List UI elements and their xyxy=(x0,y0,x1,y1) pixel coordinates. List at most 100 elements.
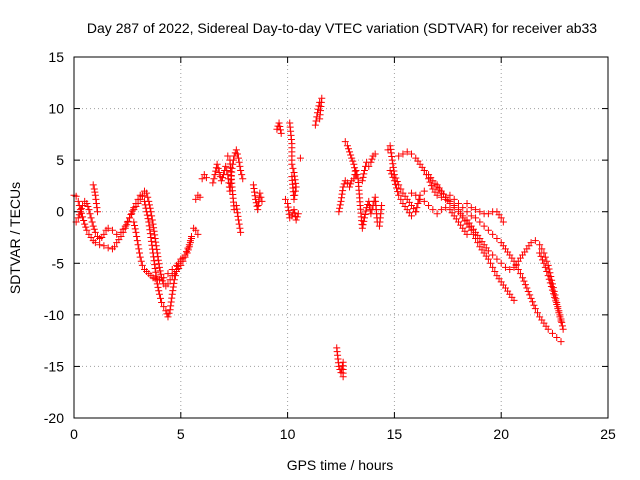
data-point xyxy=(548,329,556,337)
data-point xyxy=(433,210,441,218)
y-tick-label: 5 xyxy=(56,152,64,168)
data-point xyxy=(348,154,356,162)
data-point xyxy=(136,195,144,203)
data-point xyxy=(148,212,156,220)
data-point xyxy=(147,208,155,216)
data-point xyxy=(284,199,292,207)
data-point xyxy=(89,181,97,189)
data-point xyxy=(147,237,155,245)
data-point xyxy=(239,175,247,183)
x-tick-labels: 0 5 10 15 20 25 xyxy=(70,426,616,442)
data-point xyxy=(75,211,83,219)
data-point xyxy=(335,208,343,216)
data-point xyxy=(91,191,99,199)
data-point xyxy=(497,214,505,222)
data-point xyxy=(215,169,223,177)
y-tick-labels: -20 -15 -10 -5 0 5 10 15 xyxy=(44,49,64,426)
data-point xyxy=(293,213,301,221)
data-point xyxy=(527,239,535,247)
data-point xyxy=(537,252,545,260)
data-point xyxy=(222,162,230,170)
data-point xyxy=(521,281,529,289)
data-point xyxy=(472,206,480,214)
x-tick-label: 5 xyxy=(177,426,185,442)
data-point xyxy=(89,222,97,230)
data-point xyxy=(82,223,90,231)
data-point xyxy=(543,268,551,276)
data-point xyxy=(233,150,241,158)
data-point xyxy=(91,188,99,196)
data-point xyxy=(493,255,501,263)
data-point xyxy=(154,283,162,291)
data-point xyxy=(340,180,348,188)
data-point xyxy=(100,242,108,250)
data-point xyxy=(93,204,101,212)
data-point xyxy=(484,226,492,234)
data-point xyxy=(150,224,158,232)
data-point xyxy=(145,197,153,205)
data-point xyxy=(133,237,141,245)
data-point xyxy=(233,209,241,217)
y-tick-label: -15 xyxy=(44,358,64,374)
data-point xyxy=(74,197,82,205)
data-point xyxy=(164,313,172,321)
data-point xyxy=(343,179,351,187)
x-tick-label: 10 xyxy=(280,426,296,442)
data-point xyxy=(253,202,261,210)
grid xyxy=(74,57,608,418)
data-point xyxy=(79,202,87,210)
data-point xyxy=(124,217,132,225)
data-point xyxy=(536,249,544,257)
data-point xyxy=(467,212,475,220)
data-point xyxy=(155,290,163,298)
data-point xyxy=(285,207,293,215)
data-point xyxy=(92,199,100,207)
data-point xyxy=(359,221,367,229)
data-point xyxy=(291,209,299,217)
data-point xyxy=(121,222,129,230)
data-point xyxy=(257,193,265,201)
data-point xyxy=(389,173,397,181)
data-point xyxy=(254,202,262,210)
data-point xyxy=(123,218,131,226)
data-point xyxy=(450,195,458,203)
data-point xyxy=(198,175,206,183)
data-point xyxy=(145,201,153,209)
data-point xyxy=(541,263,549,271)
data-point xyxy=(136,249,144,257)
x-tick-label: 25 xyxy=(600,426,616,442)
data-point xyxy=(403,148,411,156)
data-point xyxy=(358,224,366,232)
y-tick-label: -20 xyxy=(44,410,64,426)
data-point xyxy=(548,286,556,294)
data-point xyxy=(131,221,139,229)
data-point xyxy=(365,162,373,170)
data-point xyxy=(133,232,141,240)
data-point xyxy=(151,261,159,269)
data-point xyxy=(85,206,93,214)
data-point xyxy=(362,207,370,215)
data-point xyxy=(147,234,155,241)
data-point xyxy=(96,241,104,249)
data-point xyxy=(134,241,142,249)
data-point xyxy=(407,150,415,158)
x-tick-label: 15 xyxy=(387,426,403,442)
data-point xyxy=(234,216,242,224)
data-point xyxy=(339,373,347,381)
data-point xyxy=(130,218,138,226)
data-point xyxy=(413,204,421,212)
data-point xyxy=(159,277,167,285)
data-point xyxy=(336,204,344,212)
data-point xyxy=(113,230,121,238)
data-point xyxy=(249,181,257,189)
data-point xyxy=(202,174,210,182)
data-point xyxy=(316,115,324,123)
data-point xyxy=(559,325,567,333)
data-point xyxy=(145,222,153,230)
data-point xyxy=(224,171,232,179)
data-point xyxy=(538,256,546,264)
data-point xyxy=(223,166,231,174)
data-point xyxy=(420,187,428,195)
data-point xyxy=(182,248,190,256)
data-point xyxy=(104,244,112,252)
